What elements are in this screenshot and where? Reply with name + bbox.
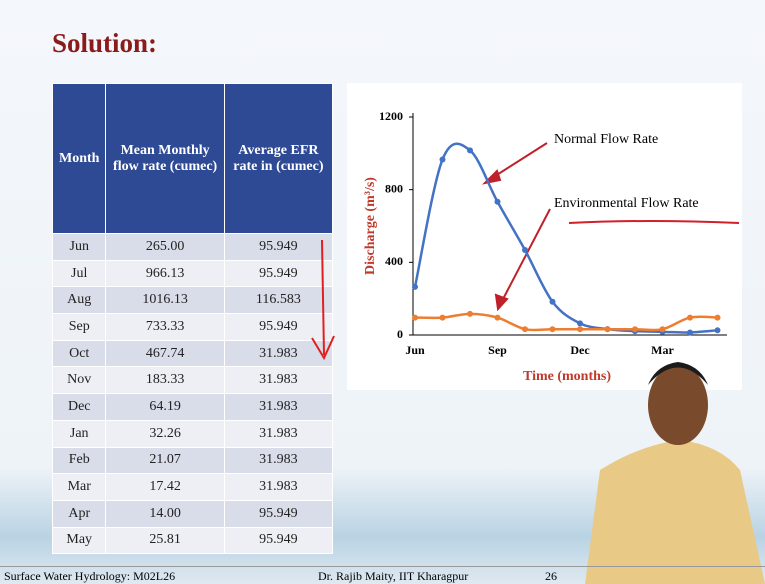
slide: Solution: MonthMean Monthly flow rate (c… [0, 0, 765, 584]
presenter [585, 362, 765, 584]
footer: Surface Water Hydrology: M02L26 Dr. Raji… [0, 566, 765, 584]
hand-arrow [312, 240, 334, 358]
footer-left: Surface Water Hydrology: M02L26 [4, 569, 175, 584]
page-number: 26 [545, 569, 557, 584]
footer-center: Dr. Rajib Maity, IIT Kharagpur [318, 569, 468, 584]
overlay [0, 0, 765, 584]
